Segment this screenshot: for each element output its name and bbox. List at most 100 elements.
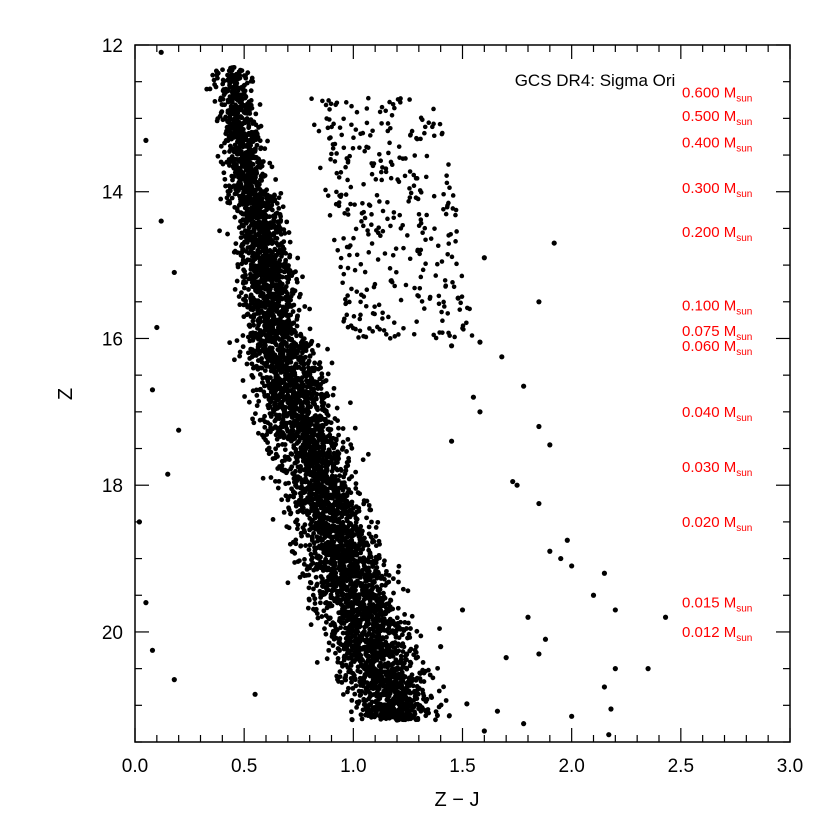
data-point (220, 67, 225, 73)
data-point (344, 636, 350, 642)
data-point (295, 348, 301, 354)
data-point (245, 350, 251, 356)
data-point (332, 454, 337, 460)
data-point (325, 438, 331, 444)
data-point (410, 683, 416, 689)
data-point (285, 580, 291, 586)
data-point (279, 241, 284, 246)
data-point (275, 442, 281, 448)
data-point (345, 685, 351, 691)
data-point (236, 202, 242, 208)
data-point (311, 386, 317, 392)
data-point (232, 357, 237, 363)
data-point (297, 344, 303, 350)
data-point (238, 173, 244, 179)
data-point (268, 194, 273, 199)
data-point (367, 610, 373, 615)
data-point (242, 205, 248, 211)
data-point (404, 651, 410, 657)
data-point (302, 304, 308, 309)
data-point (382, 558, 387, 564)
data-point (360, 657, 366, 663)
data-point (257, 351, 262, 356)
data-point (377, 591, 382, 597)
data-point (329, 566, 335, 572)
data-point (411, 713, 417, 719)
data-point (320, 511, 326, 517)
data-point (359, 716, 365, 722)
data-point (263, 294, 269, 300)
data-point (269, 164, 275, 170)
data-point (306, 547, 312, 553)
data-point (303, 543, 308, 548)
data-point (320, 584, 326, 590)
data-point (279, 458, 285, 464)
data-point (238, 115, 244, 121)
data-point (311, 473, 317, 479)
data-point (355, 664, 361, 670)
data-point (258, 177, 263, 183)
data-point (372, 657, 378, 663)
data-point (385, 691, 391, 697)
data-point (403, 680, 409, 686)
data-point (308, 552, 314, 558)
data-point (339, 514, 345, 520)
data-point (433, 709, 439, 714)
data-point (403, 694, 409, 700)
data-point (353, 523, 359, 529)
data-point (285, 392, 291, 398)
data-point (276, 412, 282, 418)
data-point (389, 713, 394, 719)
data-point (403, 656, 408, 662)
data-point (349, 445, 355, 451)
data-point (364, 623, 369, 629)
data-point (362, 583, 368, 589)
data-point (335, 449, 341, 455)
data-point (298, 331, 304, 337)
data-point (252, 268, 257, 274)
data-point (229, 173, 235, 179)
data-point (303, 572, 309, 578)
data-point (274, 356, 280, 362)
data-point (215, 153, 221, 159)
data-point (265, 138, 270, 144)
data-point (408, 626, 413, 631)
data-point (365, 684, 371, 689)
data-point (266, 451, 272, 457)
data-point (240, 378, 246, 383)
data-point (248, 292, 254, 298)
data-point (261, 313, 267, 319)
data-point (223, 183, 228, 189)
data-point (260, 475, 266, 481)
data-point (240, 254, 246, 260)
data-point (232, 148, 238, 154)
data-point (396, 635, 402, 641)
data-point (374, 668, 379, 674)
data-point (396, 563, 402, 569)
data-point (323, 619, 329, 625)
data-point (408, 690, 414, 696)
data-point (256, 398, 262, 404)
data-point (293, 405, 299, 411)
data-point (287, 239, 293, 245)
data-point (346, 624, 352, 630)
data-point (426, 667, 431, 673)
data-point (342, 609, 348, 615)
data-point (298, 387, 303, 392)
data-point (268, 397, 274, 403)
data-point (398, 619, 403, 625)
data-point (261, 248, 267, 254)
data-point (230, 157, 236, 163)
data-point (272, 340, 278, 346)
data-point (397, 713, 403, 719)
data-point (257, 102, 263, 107)
data-point (413, 677, 419, 683)
data-point (300, 509, 306, 515)
data-point (318, 600, 323, 606)
data-point (294, 333, 299, 339)
data-point (222, 176, 228, 182)
data-point (335, 659, 341, 665)
data-point (323, 421, 329, 427)
data-point (342, 484, 348, 490)
data-point (367, 550, 373, 556)
